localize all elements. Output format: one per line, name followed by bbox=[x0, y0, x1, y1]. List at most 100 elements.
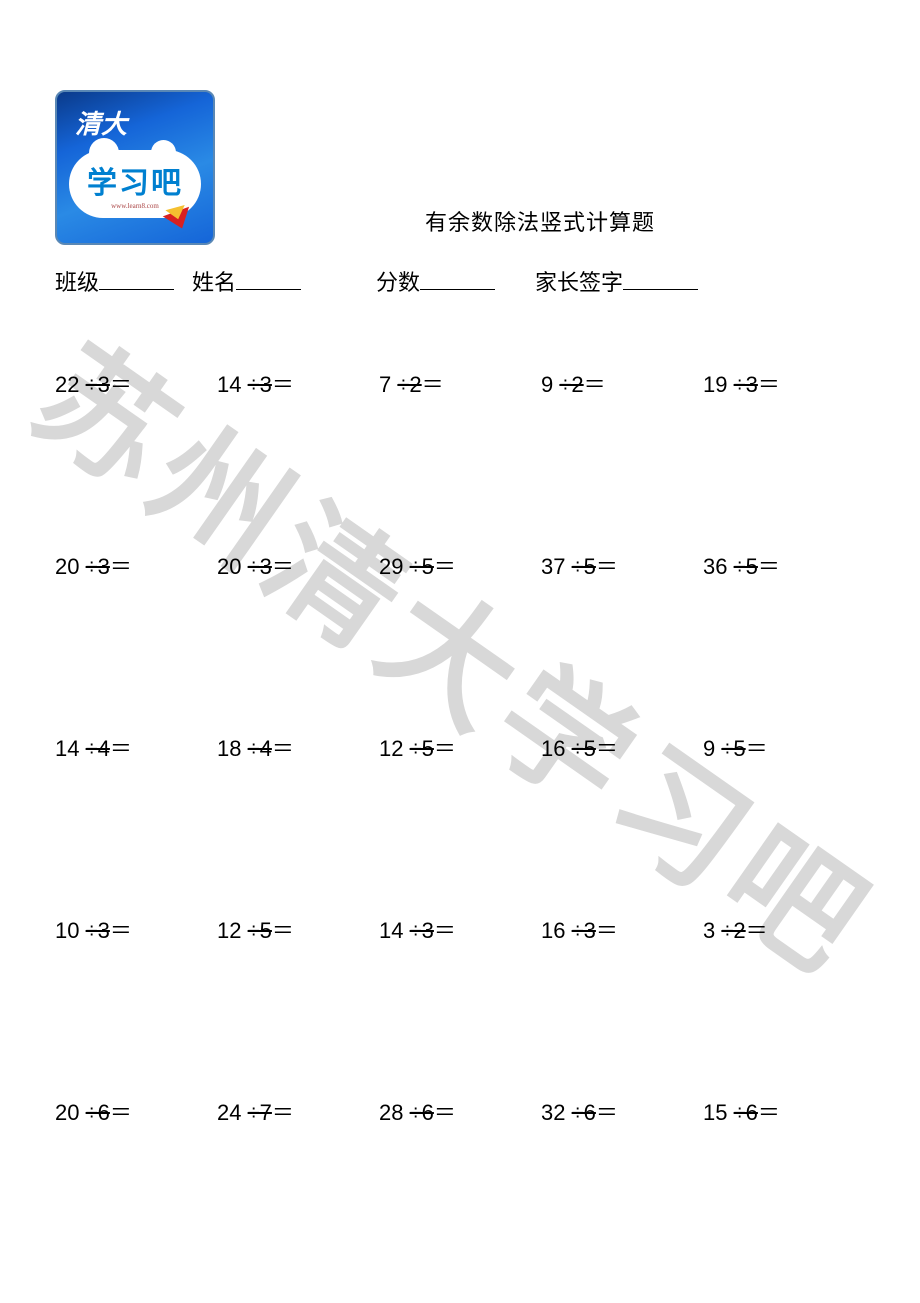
problem-cell: 16 ÷3＝ bbox=[541, 913, 703, 945]
equals-symbol: ＝ bbox=[746, 736, 768, 761]
name-underline bbox=[236, 268, 301, 290]
class-field: 班级 bbox=[55, 265, 174, 297]
division-symbol: ÷3 bbox=[410, 918, 434, 943]
parent-sign-underline bbox=[623, 268, 698, 290]
problem-cell: 36 ÷5＝ bbox=[703, 549, 865, 581]
problem-cell: 32 ÷6＝ bbox=[541, 1095, 703, 1127]
page-title: 有余数除法竖式计算题 bbox=[425, 205, 655, 237]
problem-cell: 20 ÷6＝ bbox=[55, 1095, 217, 1127]
problem-dividend: 20 bbox=[217, 554, 248, 579]
problem-dividend: 20 bbox=[55, 1100, 86, 1125]
equals-symbol: ＝ bbox=[110, 372, 132, 397]
problem-dividend: 3 bbox=[703, 918, 721, 943]
division-symbol: ÷3 bbox=[572, 918, 596, 943]
problem-dividend: 20 bbox=[55, 554, 86, 579]
problem-cell: 29 ÷5＝ bbox=[379, 549, 541, 581]
division-symbol: ÷5 bbox=[572, 554, 596, 579]
page-content: 清大 学习吧 www.learn8.com 有余数除法竖式计算题 班级 姓名 分… bbox=[0, 0, 920, 1127]
equals-symbol: ＝ bbox=[110, 736, 132, 761]
equals-symbol: ＝ bbox=[272, 1100, 294, 1125]
problem-cell: 19 ÷3＝ bbox=[703, 367, 865, 399]
logo-main-text: 学习吧 bbox=[87, 167, 183, 200]
score-field: 分数 bbox=[376, 265, 495, 297]
name-field: 姓名 bbox=[192, 265, 301, 297]
problem-dividend: 37 bbox=[541, 554, 572, 579]
equals-symbol: ＝ bbox=[434, 1100, 456, 1125]
problem-cell: 12 ÷5＝ bbox=[379, 731, 541, 763]
division-symbol: ÷4 bbox=[248, 736, 272, 761]
problem-cell: 10 ÷3＝ bbox=[55, 913, 217, 945]
division-symbol: ÷5 bbox=[734, 554, 758, 579]
problem-cell: 28 ÷6＝ bbox=[379, 1095, 541, 1127]
problem-dividend: 15 bbox=[703, 1100, 734, 1125]
problem-cell: 7 ÷2＝ bbox=[379, 367, 541, 399]
equals-symbol: ＝ bbox=[596, 554, 618, 579]
equals-symbol: ＝ bbox=[596, 736, 618, 761]
equals-symbol: ＝ bbox=[584, 372, 606, 397]
parent-sign-label: 家长签字 bbox=[535, 265, 623, 297]
problem-dividend: 16 bbox=[541, 918, 572, 943]
division-symbol: ÷3 bbox=[86, 554, 110, 579]
problem-dividend: 16 bbox=[541, 736, 572, 761]
problem-dividend: 14 bbox=[55, 736, 86, 761]
problem-dividend: 9 bbox=[541, 372, 559, 397]
problem-cell: 14 ÷3＝ bbox=[217, 367, 379, 399]
problem-dividend: 9 bbox=[703, 736, 721, 761]
score-underline bbox=[420, 268, 495, 290]
info-row: 班级 姓名 分数 家长签字 bbox=[55, 265, 865, 297]
division-symbol: ÷5 bbox=[572, 736, 596, 761]
equals-symbol: ＝ bbox=[272, 372, 294, 397]
equals-symbol: ＝ bbox=[272, 736, 294, 761]
class-underline bbox=[99, 268, 174, 290]
problem-cell: 24 ÷7＝ bbox=[217, 1095, 379, 1127]
division-symbol: ÷7 bbox=[248, 1100, 272, 1125]
logo-top-text: 清大 bbox=[75, 104, 127, 141]
problem-cell: 16 ÷5＝ bbox=[541, 731, 703, 763]
name-label: 姓名 bbox=[192, 265, 236, 297]
problem-cell: 9 ÷2＝ bbox=[541, 367, 703, 399]
logo-arrow-icon bbox=[163, 207, 195, 233]
problem-dividend: 22 bbox=[55, 372, 86, 397]
problem-cell: 14 ÷4＝ bbox=[55, 731, 217, 763]
division-symbol: ÷3 bbox=[248, 554, 272, 579]
division-symbol: ÷6 bbox=[572, 1100, 596, 1125]
division-symbol: ÷3 bbox=[86, 372, 110, 397]
division-symbol: ÷5 bbox=[410, 736, 434, 761]
division-symbol: ÷6 bbox=[410, 1100, 434, 1125]
score-label: 分数 bbox=[376, 265, 420, 297]
problem-dividend: 14 bbox=[217, 372, 248, 397]
problem-cell: 14 ÷3＝ bbox=[379, 913, 541, 945]
problem-dividend: 7 bbox=[379, 372, 397, 397]
problem-dividend: 32 bbox=[541, 1100, 572, 1125]
class-label: 班级 bbox=[55, 265, 99, 297]
problem-cell: 20 ÷3＝ bbox=[217, 549, 379, 581]
equals-symbol: ＝ bbox=[434, 918, 456, 943]
equals-symbol: ＝ bbox=[758, 372, 780, 397]
division-symbol: ÷5 bbox=[248, 918, 272, 943]
division-symbol: ÷4 bbox=[86, 736, 110, 761]
equals-symbol: ＝ bbox=[110, 1100, 132, 1125]
problem-cell: 9 ÷5＝ bbox=[703, 731, 865, 763]
division-symbol: ÷3 bbox=[86, 918, 110, 943]
equals-symbol: ＝ bbox=[758, 1100, 780, 1125]
logo: 清大 学习吧 www.learn8.com bbox=[55, 90, 215, 245]
problem-cell: 20 ÷3＝ bbox=[55, 549, 217, 581]
problem-cell: 18 ÷4＝ bbox=[217, 731, 379, 763]
division-symbol: ÷2 bbox=[559, 372, 583, 397]
division-symbol: ÷5 bbox=[410, 554, 434, 579]
equals-symbol: ＝ bbox=[434, 554, 456, 579]
equals-symbol: ＝ bbox=[596, 918, 618, 943]
problem-dividend: 29 bbox=[379, 554, 410, 579]
division-symbol: ÷2 bbox=[721, 918, 745, 943]
problem-cell: 37 ÷5＝ bbox=[541, 549, 703, 581]
problem-dividend: 36 bbox=[703, 554, 734, 579]
division-symbol: ÷3 bbox=[248, 372, 272, 397]
equals-symbol: ＝ bbox=[110, 554, 132, 579]
equals-symbol: ＝ bbox=[758, 554, 780, 579]
equals-symbol: ＝ bbox=[434, 736, 456, 761]
division-symbol: ÷5 bbox=[721, 736, 745, 761]
header-row: 清大 学习吧 www.learn8.com 有余数除法竖式计算题 bbox=[55, 90, 865, 245]
problem-dividend: 18 bbox=[217, 736, 248, 761]
equals-symbol: ＝ bbox=[422, 372, 444, 397]
equals-symbol: ＝ bbox=[596, 1100, 618, 1125]
